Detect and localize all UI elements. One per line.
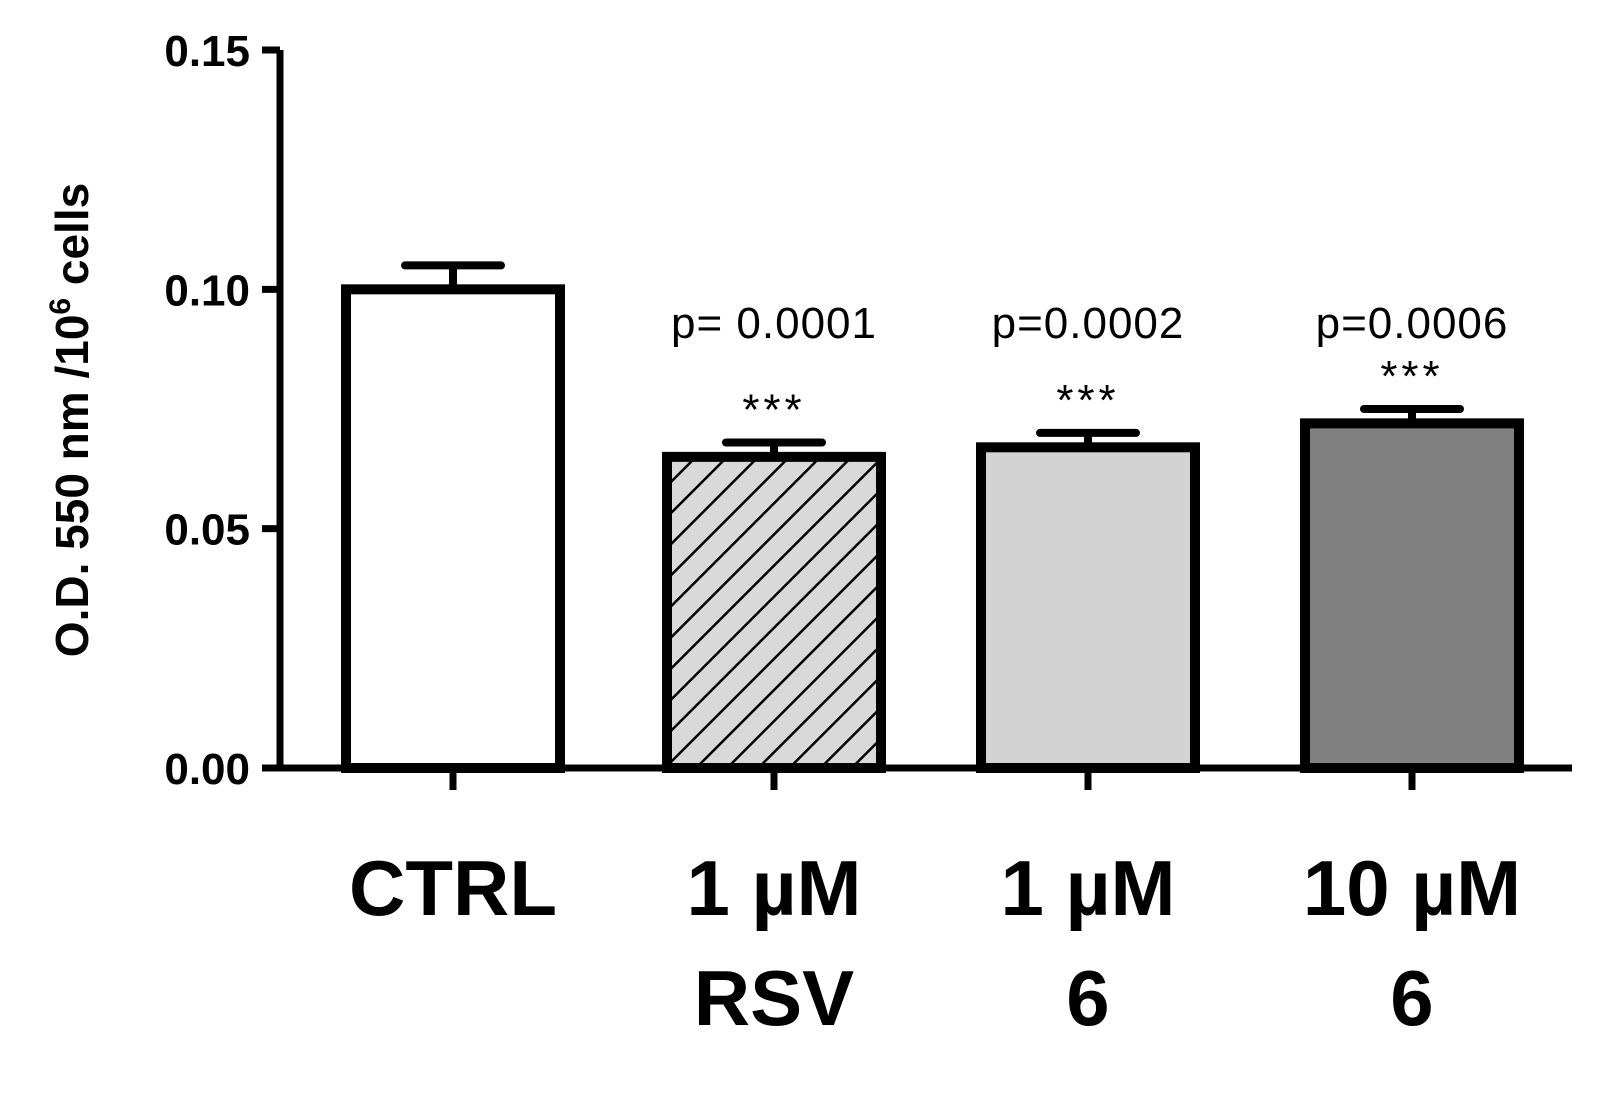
y-tick-label: 0.05 [164,506,250,555]
p-value-label: p= 0.0001 [671,299,877,348]
p-value-label: p=0.0006 [1316,299,1509,348]
y-tick-label: 0.10 [164,266,250,315]
significance-stars: *** [742,386,805,435]
category-label: CTRL [349,844,557,932]
category-labels: CTRL 1 µM RSV 1 µM 6 10 µM 6 [349,844,1521,1042]
bar [662,451,886,773]
p-value-label: p=0.0002 [992,299,1185,348]
y-tick-label: 0.00 [164,745,250,794]
category-label: 1 µM [1001,844,1176,932]
tick-labels: 0.00 0.05 0.10 0.15 [164,27,250,794]
bars [341,261,1524,773]
y-tick-label: 0.15 [164,27,250,76]
category-label: 1 µM [687,844,862,932]
category-label-line2: 6 [1390,954,1433,1042]
category-label-line2: RSV [694,954,854,1042]
annotations: ***p= 0.0001***p=0.0002***p=0.0006 [671,299,1509,435]
bar [341,284,565,773]
y-axis-title: O.D. 550 nm /106 cells [44,183,98,657]
significance-stars: *** [1380,352,1443,401]
bar [1300,418,1524,773]
category-label-line2: 6 [1066,954,1109,1042]
category-label: 10 µM [1303,844,1521,932]
significance-stars: *** [1056,376,1119,425]
bar [976,442,1200,773]
